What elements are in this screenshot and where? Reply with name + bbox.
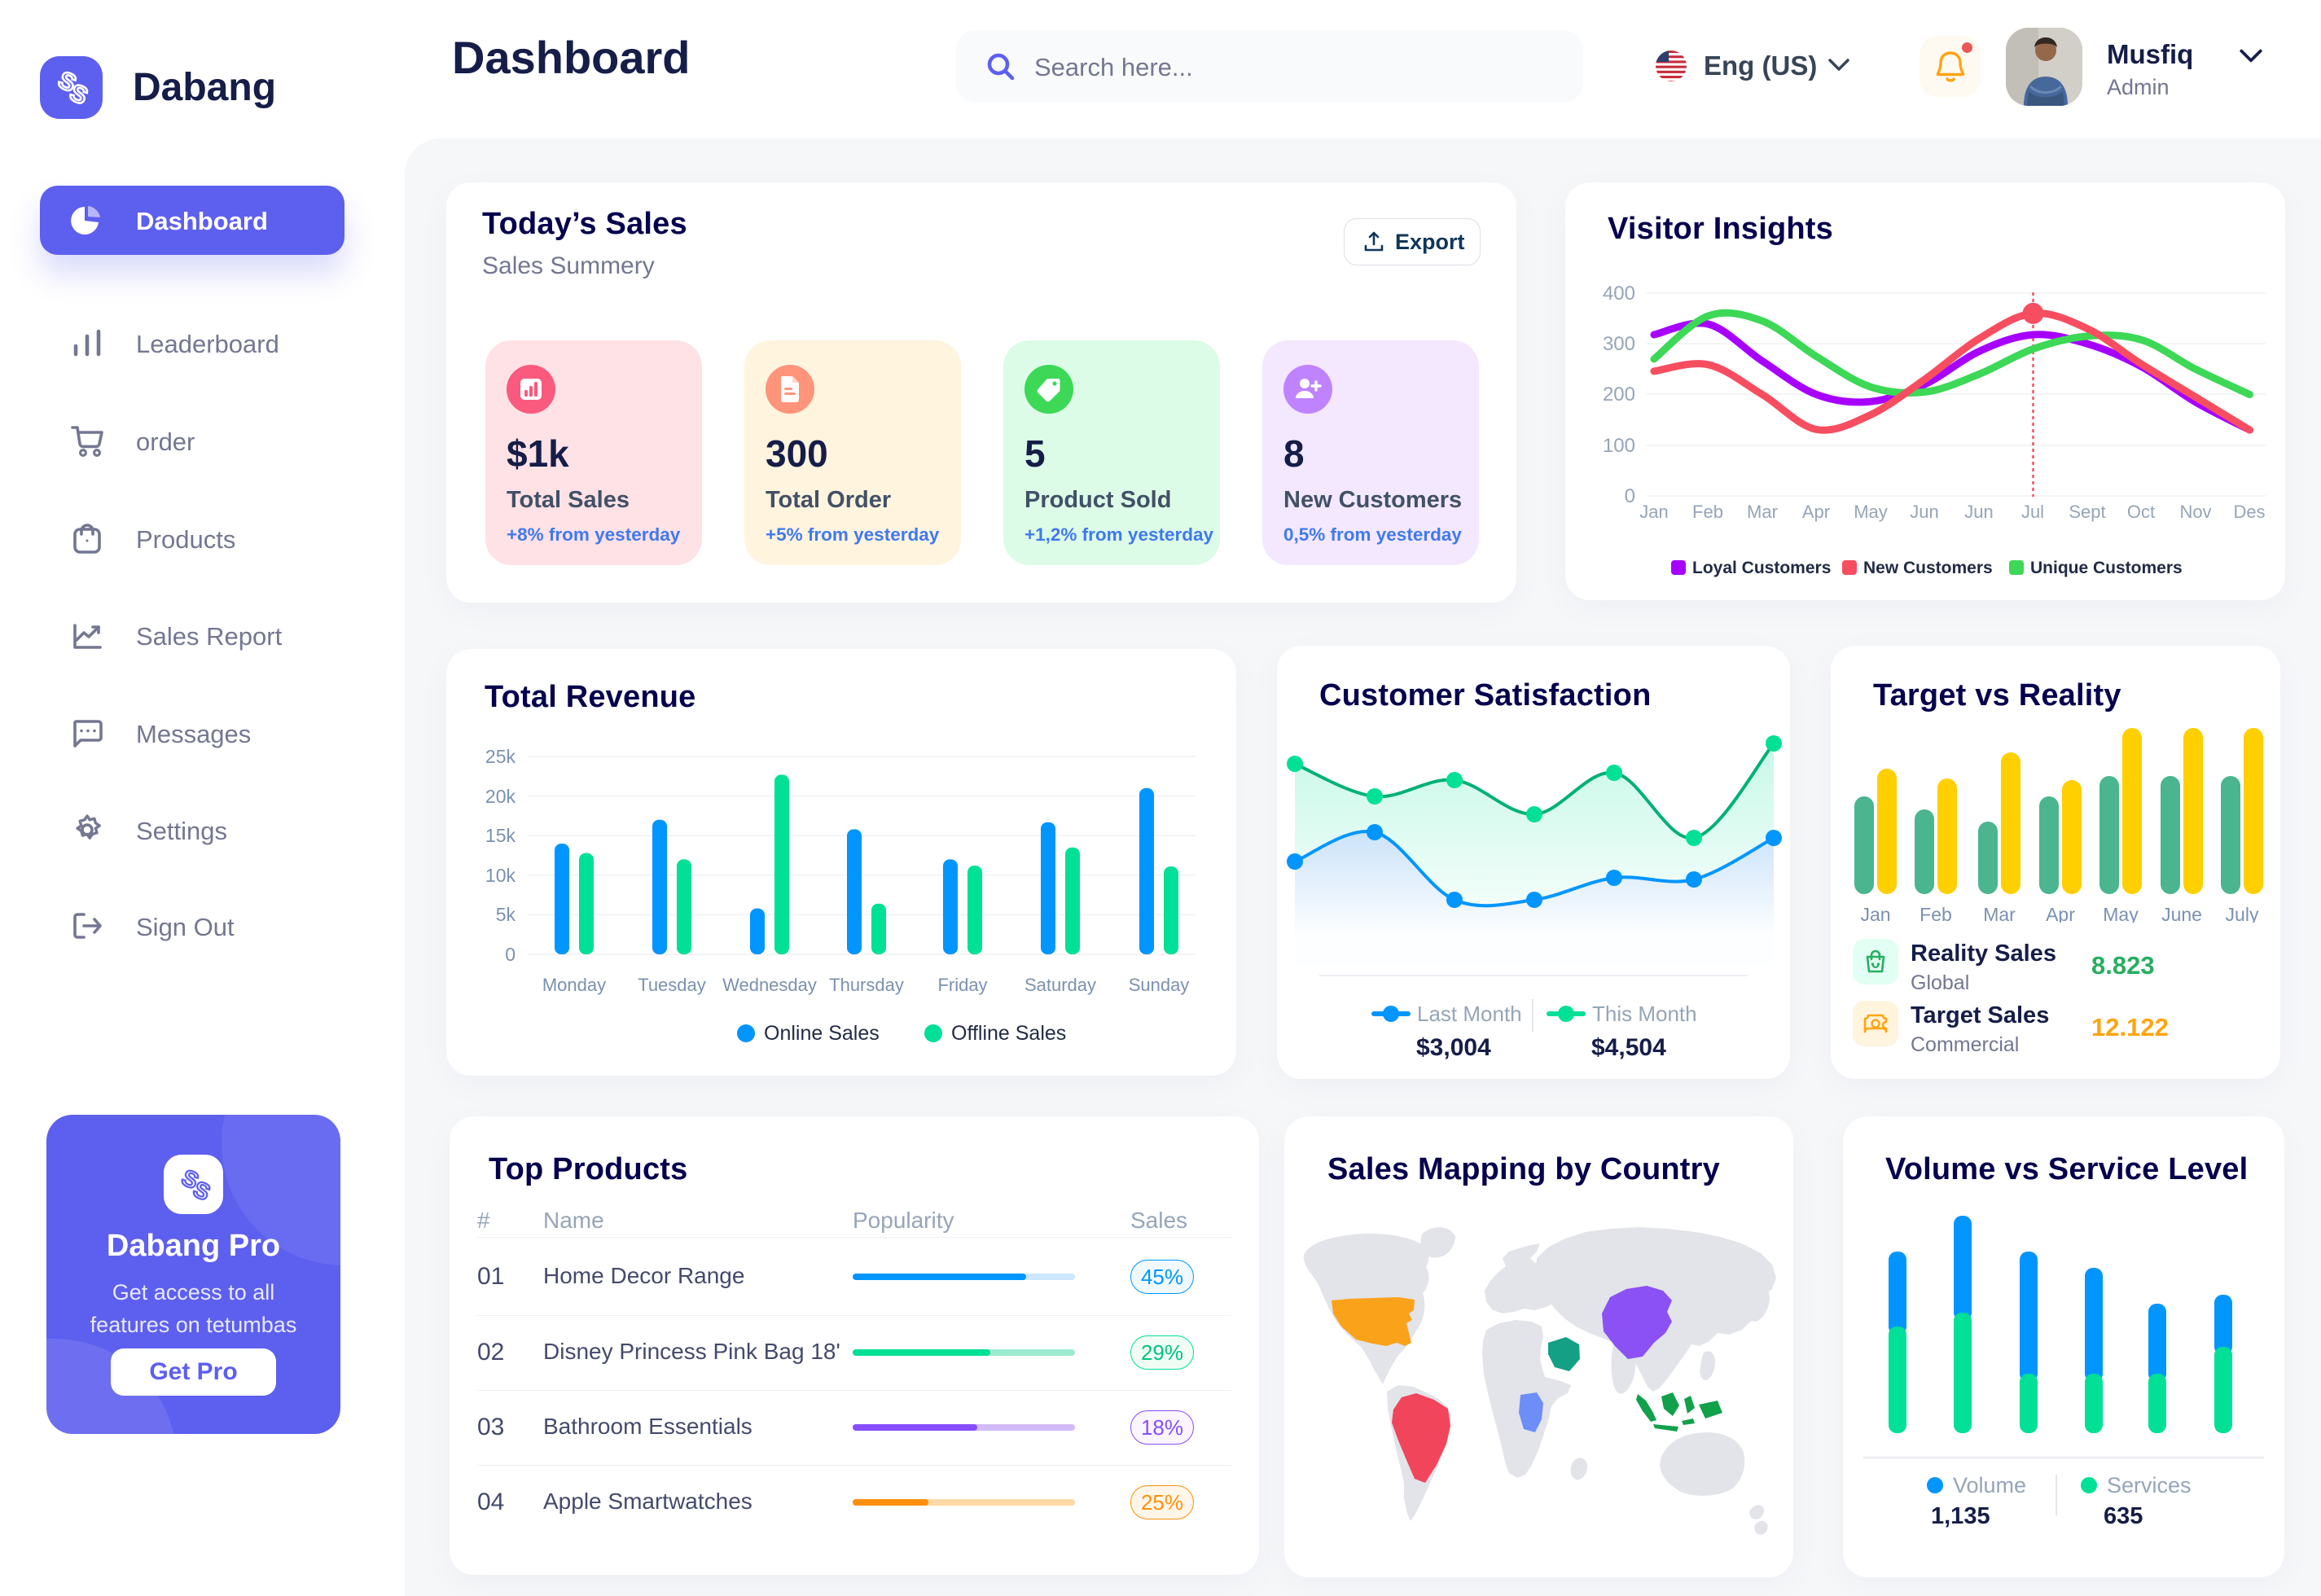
svg-text:Thursday: Thursday	[829, 975, 904, 995]
svg-text:Apr: Apr	[1802, 502, 1830, 522]
svg-text:Online Sales: Online Sales	[764, 1022, 880, 1045]
svg-text:10k: 10k	[485, 865, 516, 886]
svg-text:Oct: Oct	[2127, 502, 2155, 522]
svg-text:Sunday: Sunday	[1129, 975, 1190, 995]
svg-text:New Customers: New Customers	[1863, 559, 1993, 577]
svg-text:Mar: Mar	[1983, 904, 2016, 923]
svg-text:200: 200	[1603, 384, 1635, 406]
svg-text:$4,504: $4,504	[1591, 1034, 1666, 1061]
svg-text:Services: Services	[2107, 1473, 2192, 1497]
svg-text:Volume: Volume	[1953, 1473, 2026, 1497]
svg-text:May: May	[2103, 904, 2139, 923]
svg-text:Feb: Feb	[1920, 904, 1952, 923]
svg-text:Jan: Jan	[1639, 502, 1668, 522]
svg-text:This Month: This Month	[1592, 1002, 1697, 1026]
svg-text:Offline Sales: Offline Sales	[951, 1022, 1066, 1045]
svg-text:Last Month: Last Month	[1417, 1002, 1522, 1026]
svg-text:300: 300	[1603, 333, 1635, 355]
svg-text:15k: 15k	[485, 825, 516, 846]
svg-text:Jun: Jun	[1964, 502, 1993, 522]
svg-text:20k: 20k	[485, 786, 516, 807]
svg-text:Nov: Nov	[2179, 502, 2211, 522]
svg-text:July: July	[2226, 904, 2259, 923]
svg-text:100: 100	[1603, 435, 1635, 457]
svg-text:Jun: Jun	[1910, 502, 1938, 522]
svg-text:Feb: Feb	[1692, 502, 1723, 522]
svg-text:Wednesday: Wednesday	[722, 975, 817, 995]
svg-text:Sept: Sept	[2069, 502, 2105, 522]
svg-text:$3,004: $3,004	[1416, 1034, 1491, 1061]
svg-text:5k: 5k	[496, 904, 516, 925]
svg-text:June: June	[2161, 904, 2202, 923]
svg-text:Apr: Apr	[2046, 904, 2075, 923]
svg-text:Friday: Friday	[937, 975, 987, 995]
svg-text:0: 0	[505, 944, 516, 965]
svg-text:Jan: Jan	[1860, 904, 1890, 923]
svg-text:Monday: Monday	[542, 975, 606, 995]
svg-text:635: 635	[2104, 1503, 2143, 1529]
svg-text:Loyal Customers: Loyal Customers	[1692, 559, 1831, 577]
svg-text:Saturday: Saturday	[1024, 975, 1096, 995]
svg-text:Mar: Mar	[1747, 502, 1778, 522]
svg-text:Unique Customers: Unique Customers	[2030, 559, 2183, 577]
svg-text:0: 0	[1625, 485, 1635, 507]
svg-text:25k: 25k	[485, 746, 516, 767]
svg-text:1,135: 1,135	[1931, 1503, 1990, 1529]
svg-text:Tuesday: Tuesday	[638, 975, 706, 995]
svg-text:Jul: Jul	[2021, 502, 2044, 522]
svg-text:Des: Des	[2233, 502, 2265, 522]
svg-text:400: 400	[1603, 283, 1635, 305]
svg-text:May: May	[1854, 502, 1888, 522]
